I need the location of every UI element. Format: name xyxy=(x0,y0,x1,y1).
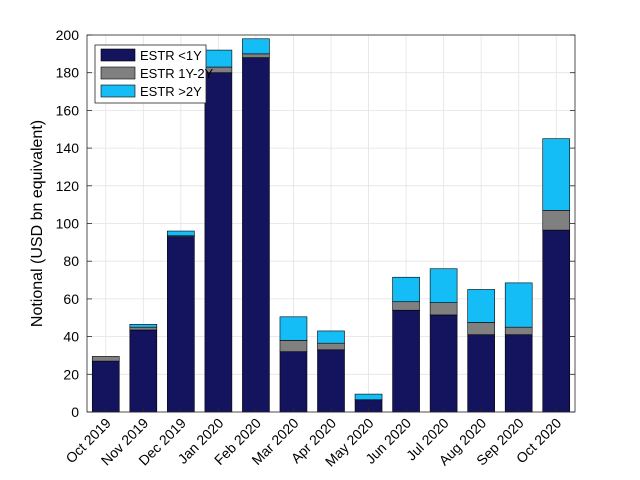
bar-estr-1y-11 xyxy=(504,334,533,413)
legend-swatch xyxy=(100,84,136,98)
y-tick-label: 40 xyxy=(63,329,79,345)
y-tick-label: 160 xyxy=(56,102,80,118)
bar-estr-1y-2y-0 xyxy=(91,356,120,362)
bar-estr-1y-8 xyxy=(392,309,420,413)
y-tick-label: 120 xyxy=(56,178,80,194)
legend-swatch xyxy=(100,66,136,80)
bar-estr-1y-0 xyxy=(91,360,120,413)
legend-swatch xyxy=(100,48,136,62)
bar-estr-2y-10 xyxy=(467,289,495,323)
bar-estr-1y-3 xyxy=(204,72,233,413)
bar-estr-1y-2y-9 xyxy=(429,302,458,316)
bar-estr-2y-8 xyxy=(392,276,420,303)
bar-estr-2y-1 xyxy=(129,324,158,328)
y-tick-label: 0 xyxy=(71,404,79,420)
bar-estr-2y-12 xyxy=(542,138,571,211)
bar-estr-1y-10 xyxy=(467,334,495,413)
y-tick-label: 80 xyxy=(63,253,79,269)
legend-label: ESTR >2Y xyxy=(140,84,202,99)
y-axis-label: Notional (USD bn equivalent) xyxy=(29,120,46,327)
bar-estr-2y-7 xyxy=(354,393,383,401)
bar-estr-2y-6 xyxy=(317,330,345,344)
bar-estr-1y-2y-12 xyxy=(542,210,571,231)
bar-estr-1y-1 xyxy=(129,329,158,413)
bar-estr-2y-5 xyxy=(279,316,308,341)
y-tick-label: 200 xyxy=(56,27,80,43)
y-tick-label: 180 xyxy=(56,65,80,81)
bar-estr-1y-2y-11 xyxy=(504,326,533,336)
bar-estr-1y-2y-1 xyxy=(129,326,158,331)
legend-label: ESTR <1Y xyxy=(140,48,202,63)
bar-estr-1y-2y-5 xyxy=(279,340,308,352)
bar-estr-1y-2y-10 xyxy=(467,322,495,336)
bar-estr-1y-2 xyxy=(167,236,195,413)
bar-estr-1y-4 xyxy=(242,57,270,413)
bar-estr-2y-3 xyxy=(204,49,233,68)
bar-estr-2y-9 xyxy=(429,268,458,303)
y-tick-label: 100 xyxy=(56,216,80,232)
bar-estr-2y-11 xyxy=(504,282,533,328)
bar-estr-2y-4 xyxy=(242,38,270,55)
legend-label: ESTR 1Y-2Y xyxy=(140,66,214,81)
bar-estr-1y-2y-8 xyxy=(392,301,420,311)
bar-estr-1y-12 xyxy=(542,229,571,413)
y-tick-label: 140 xyxy=(56,140,80,156)
bar-estr-1y-2y-4 xyxy=(242,53,270,58)
y-axis-ticks: 0 20 40 60 80 100 120 140 160 180 200 xyxy=(56,27,575,420)
y-tick-label: 20 xyxy=(63,366,79,382)
bars xyxy=(91,38,571,413)
bar-estr-1y-5 xyxy=(279,351,308,413)
bar-estr-1y-9 xyxy=(429,314,458,413)
bar-estr-2y-2 xyxy=(167,230,195,237)
legend: ESTR <1Y ESTR 1Y-2Y ESTR >2Y xyxy=(94,44,214,104)
bar-estr-1y-6 xyxy=(317,349,345,413)
y-tick-label: 60 xyxy=(63,291,79,307)
bar-estr-1y-2y-6 xyxy=(317,342,345,351)
